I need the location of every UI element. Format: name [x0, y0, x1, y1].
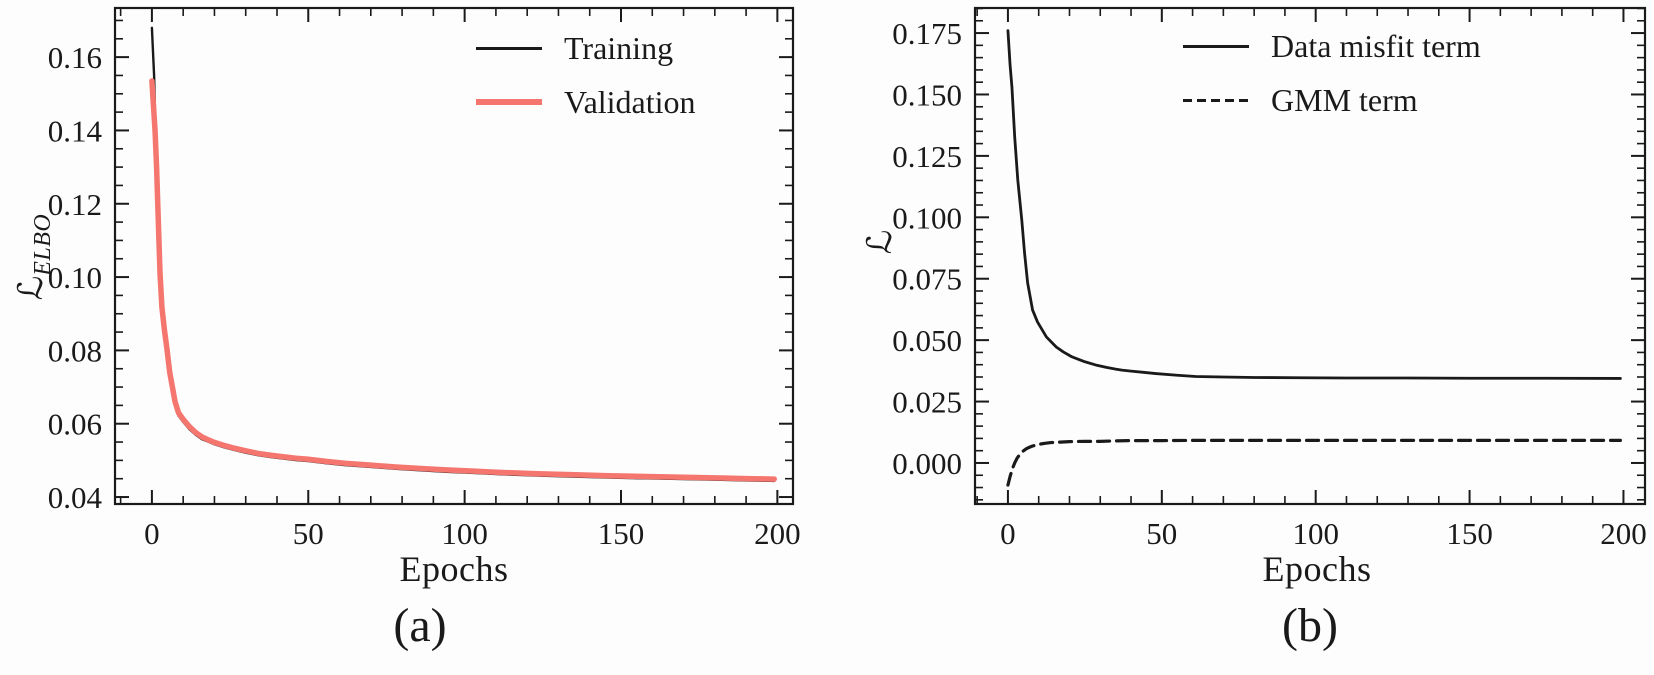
validation-line-swatch [476, 99, 542, 105]
svg-text:150: 150 [1446, 516, 1493, 551]
subfigure-a-caption: (a) [393, 599, 447, 652]
svg-text:100: 100 [1292, 516, 1339, 551]
svg-text:100: 100 [441, 516, 488, 551]
chart-b-legend: Data misfit term GMM term [1183, 26, 1481, 120]
svg-text:0.000: 0.000 [892, 446, 962, 481]
svg-text:0.10: 0.10 [48, 260, 102, 295]
svg-text:0.050: 0.050 [892, 323, 962, 358]
legend-label-training: Training [564, 29, 674, 66]
legend-entry-training: Training [476, 28, 696, 68]
svg-text:0.14: 0.14 [48, 113, 103, 148]
svg-text:0.12: 0.12 [48, 187, 102, 222]
svg-text:200: 200 [754, 516, 801, 551]
chart-a-legend: Training Validation [476, 28, 696, 122]
data-misfit-line-swatch [1183, 44, 1249, 48]
legend-label-gmm: GMM term [1271, 81, 1418, 118]
chart-b-plot-area: 0 50 100 150 200 0.000 0.025 0.050 0.075 0.100 0.1… [892, 6, 1647, 551]
svg-text:0.175: 0.175 [892, 16, 962, 51]
subfigure-b-caption: (b) [1282, 599, 1338, 652]
chart-a-y-axis-label: ℒELBO [11, 214, 57, 301]
svg-text:0.16: 0.16 [48, 40, 102, 75]
legend-label-data-misfit: Data misfit term [1271, 27, 1481, 64]
training-line-swatch [476, 46, 542, 50]
svg-text:0.100: 0.100 [892, 200, 962, 235]
svg-text:0.025: 0.025 [892, 385, 962, 420]
legend-entry-validation: Validation [476, 82, 696, 122]
chart-b-y-axis-label: ℒ [860, 230, 906, 255]
svg-text:200: 200 [1600, 516, 1647, 551]
svg-text:0.08: 0.08 [48, 333, 102, 368]
chart-a-elbo-loss: 0 50 100 150 200 0.04 0.06 0.08 0.10 0.12 0.14 0.16… [11, 6, 801, 652]
legend-entry-gmm: GMM term [1183, 80, 1481, 120]
svg-text:0.075: 0.075 [892, 262, 962, 297]
chart-a-x-axis-label: Epochs [399, 549, 509, 589]
chart-b-loss-terms: 0 50 100 150 200 0.000 0.025 0.050 0.075 0.100 0.1… [827, 0, 1654, 675]
svg-text:150: 150 [598, 516, 645, 551]
script-L-symbol: ℒ [860, 229, 901, 255]
svg-text:0.06: 0.06 [48, 407, 102, 442]
svg-text:50: 50 [293, 516, 324, 551]
chart-b-x-axis-label: Epochs [1262, 549, 1372, 589]
legend-entry-data-misfit: Data misfit term [1183, 26, 1481, 66]
svg-text:0.150: 0.150 [892, 77, 962, 112]
legend-label-validation: Validation [564, 83, 696, 120]
svg-text:0: 0 [1000, 516, 1016, 551]
svg-text:0.04: 0.04 [48, 480, 103, 515]
chart-a-plot-area: 0 50 100 150 200 0.04 0.06 0.08 0.10 0.12 0.14 0.16 [48, 6, 801, 551]
svg-text:0: 0 [144, 516, 160, 551]
gmm-dashed-line-swatch [1183, 98, 1249, 102]
svg-text:0.125: 0.125 [892, 139, 962, 174]
svg-text:50: 50 [1146, 516, 1177, 551]
script-L-symbol: ℒ [11, 275, 52, 301]
elbo-subscript: ELBO [29, 213, 56, 276]
